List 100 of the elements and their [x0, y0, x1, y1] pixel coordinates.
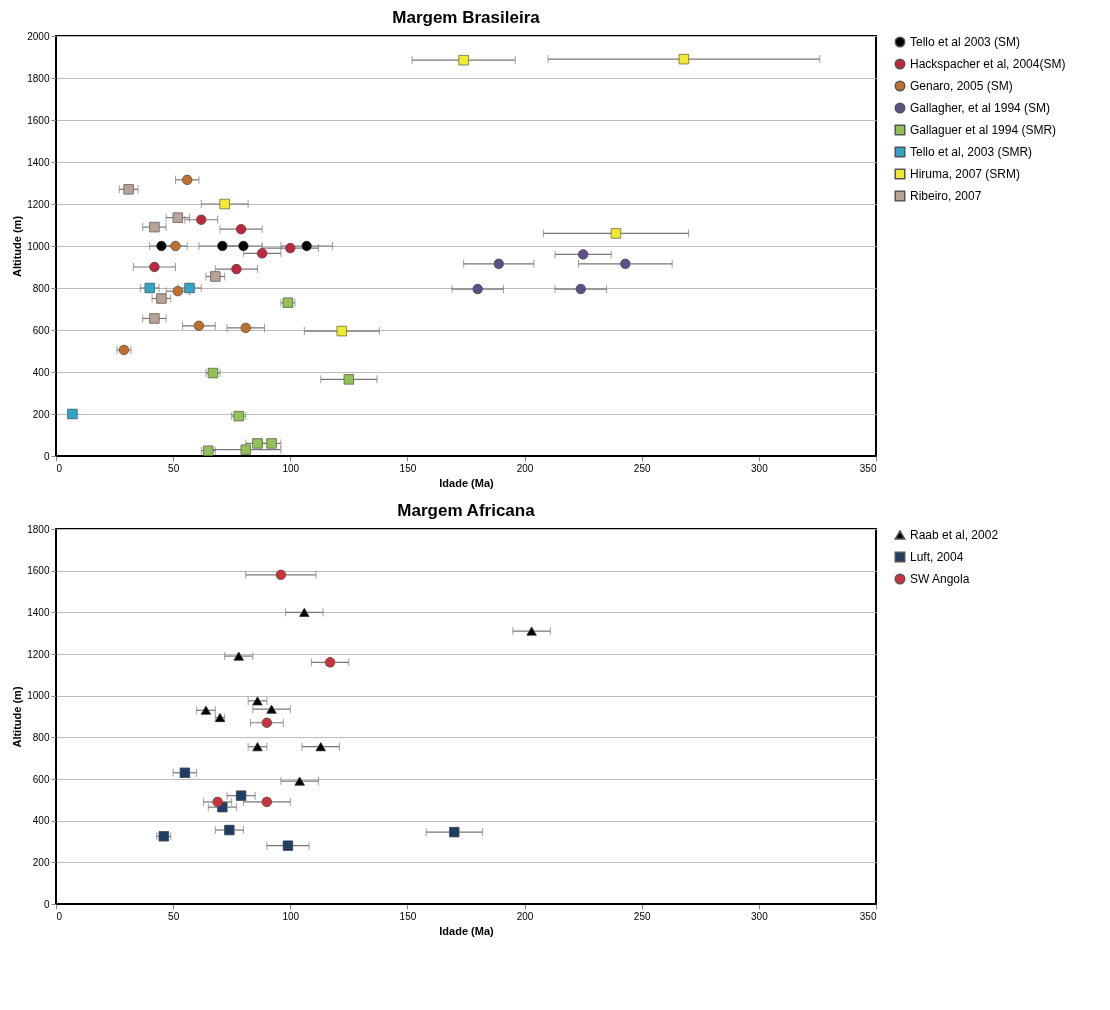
- point: [172, 286, 183, 297]
- y-tick-label: 400: [32, 366, 50, 378]
- point: [458, 55, 469, 66]
- point: [212, 796, 223, 807]
- point: [266, 704, 277, 714]
- y-tick-label: 200: [32, 408, 50, 420]
- y-tick-label: 0: [43, 450, 50, 462]
- point: [261, 796, 272, 807]
- point: [472, 284, 483, 295]
- y-tick-label: 1400: [27, 606, 50, 618]
- x-tick-label: 50: [168, 462, 180, 474]
- point: [252, 742, 263, 752]
- y-tick-label: 1400: [27, 156, 50, 168]
- y-tick-label: 1200: [27, 198, 50, 210]
- point: [233, 651, 244, 661]
- point: [578, 249, 589, 260]
- x-tick-label: 250: [633, 910, 651, 922]
- x-tick-label: 150: [399, 910, 417, 922]
- point: [224, 825, 235, 836]
- y-tick-label: 1200: [27, 648, 50, 660]
- y-tick-label: 800: [32, 282, 50, 294]
- x-tick-label: 100: [282, 910, 300, 922]
- x-tick-label: 350: [859, 462, 877, 474]
- y-tick-label: 400: [32, 815, 50, 827]
- point: [526, 626, 537, 636]
- point: [285, 243, 296, 254]
- point: [252, 438, 263, 449]
- point: [203, 445, 214, 456]
- point: [575, 284, 586, 295]
- point: [282, 297, 293, 308]
- point: [172, 212, 183, 223]
- point: [240, 322, 251, 333]
- y-tick-label: 1600: [27, 114, 50, 126]
- point: [179, 767, 190, 778]
- point: [343, 374, 354, 385]
- point: [610, 228, 621, 239]
- point: [67, 409, 78, 419]
- point: [156, 293, 167, 304]
- point: [493, 258, 504, 269]
- y-tick-label: 1000: [27, 690, 50, 702]
- point: [184, 283, 195, 293]
- point: [217, 241, 228, 251]
- point: [236, 790, 247, 801]
- point: [240, 444, 251, 455]
- x-tick-label: 200: [516, 910, 534, 922]
- point: [158, 831, 169, 842]
- x-axis-title: Idade (Ma): [439, 924, 495, 937]
- x-tick-label: 0: [56, 462, 63, 474]
- point: [449, 827, 460, 838]
- chart-title: Margem Brasileira: [392, 8, 541, 27]
- point: [261, 717, 272, 728]
- point: [156, 241, 167, 251]
- x-tick-label: 300: [751, 462, 769, 474]
- point: [200, 705, 211, 715]
- point: [252, 696, 263, 706]
- legend-label: Raab et al, 2002: [910, 528, 999, 542]
- x-tick-label: 350: [859, 910, 877, 922]
- point: [236, 224, 247, 235]
- point: [266, 438, 277, 449]
- legend-label: Genaro, 2005 (SM): [910, 79, 1013, 93]
- legend-label: Luft, 2004: [910, 550, 964, 564]
- y-tick-label: 1000: [27, 240, 50, 252]
- legend-label: SW Angola: [910, 572, 970, 586]
- y-tick-label: 1600: [27, 565, 50, 577]
- point: [315, 742, 326, 752]
- y-tick-label: 1800: [27, 72, 50, 84]
- y-tick-label: 2000: [27, 30, 50, 42]
- x-tick-label: 200: [516, 462, 534, 474]
- point: [257, 248, 268, 259]
- legend-label: Hackspacher et al, 2004(SM): [910, 57, 1066, 71]
- x-axis-title: Idade (Ma): [439, 476, 495, 489]
- legend-label: Gallaguer et al 1994 (SMR): [910, 123, 1057, 137]
- y-tick-label: 1800: [27, 523, 50, 535]
- point: [193, 320, 204, 331]
- y-tick-label: 600: [32, 773, 50, 785]
- legend-label: Tello et al 2003 (SM): [910, 35, 1021, 49]
- chart-title: Margem Africana: [397, 501, 536, 520]
- point: [210, 271, 221, 282]
- point: [301, 241, 312, 251]
- y-tick-label: 200: [32, 856, 50, 868]
- point: [149, 222, 160, 233]
- point: [123, 184, 134, 195]
- point: [196, 214, 207, 225]
- x-tick-label: 100: [282, 462, 300, 474]
- point: [118, 344, 129, 355]
- legend-label: Ribeiro, 2007: [910, 189, 982, 203]
- point: [620, 258, 631, 269]
- x-tick-label: 150: [399, 462, 417, 474]
- point: [294, 776, 305, 786]
- x-tick-label: 300: [751, 910, 769, 922]
- point: [207, 368, 218, 379]
- point: [299, 607, 310, 617]
- x-tick-label: 0: [56, 910, 63, 922]
- x-tick-label: 50: [168, 910, 180, 922]
- point: [325, 657, 336, 668]
- y-tick-label: 800: [32, 731, 50, 743]
- point: [282, 840, 293, 851]
- y-axis-title: Altitude (m): [11, 215, 24, 278]
- point: [678, 54, 689, 65]
- y-tick-label: 600: [32, 324, 50, 336]
